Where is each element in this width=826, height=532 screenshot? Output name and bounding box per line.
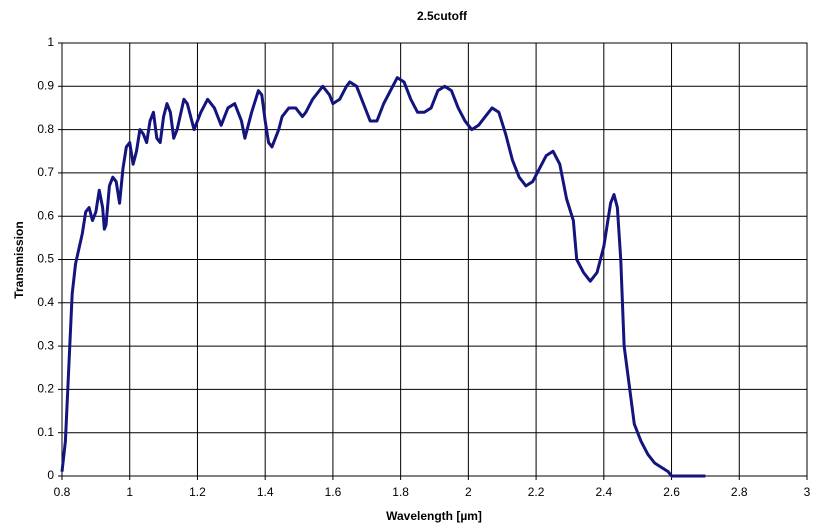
chart-title: 2.5cutoff (417, 9, 468, 23)
y-tick-label: 0.7 (37, 165, 54, 179)
y-tick-label: 0.5 (37, 252, 54, 266)
y-axis-label: Transmission (12, 221, 26, 298)
y-tick-label: 0.1 (37, 425, 54, 439)
x-tick-label: 1.4 (257, 485, 274, 499)
x-tick-label: 1.2 (189, 485, 206, 499)
x-tick-label: 0.8 (54, 485, 71, 499)
y-tick-label: 0 (47, 468, 54, 482)
y-tick-label: 0.8 (37, 122, 54, 136)
y-tick-label: 1 (47, 35, 54, 49)
y-tick-label: 0.4 (37, 295, 54, 309)
x-tick-label: 1.6 (325, 485, 342, 499)
x-tick-label: 1.8 (392, 485, 409, 499)
x-tick-label: 2.2 (528, 485, 545, 499)
plot-border (61, 42, 808, 477)
x-tick-label: 2.4 (595, 485, 612, 499)
x-tick-label: 2.6 (663, 485, 680, 499)
x-tick-label: 2 (465, 485, 472, 499)
x-tick-label: 2.8 (731, 485, 748, 499)
x-axis-label: Wavelength [µm] (386, 509, 482, 523)
y-tick-label: 0.9 (37, 78, 54, 92)
data-line (60, 76, 706, 478)
y-tick-label: 0.2 (37, 382, 54, 396)
x-tick-label: 1 (126, 485, 133, 499)
x-tick-label: 3 (804, 485, 811, 499)
y-tick-label: 0.6 (37, 208, 54, 222)
y-tick-label: 0.3 (37, 338, 54, 352)
